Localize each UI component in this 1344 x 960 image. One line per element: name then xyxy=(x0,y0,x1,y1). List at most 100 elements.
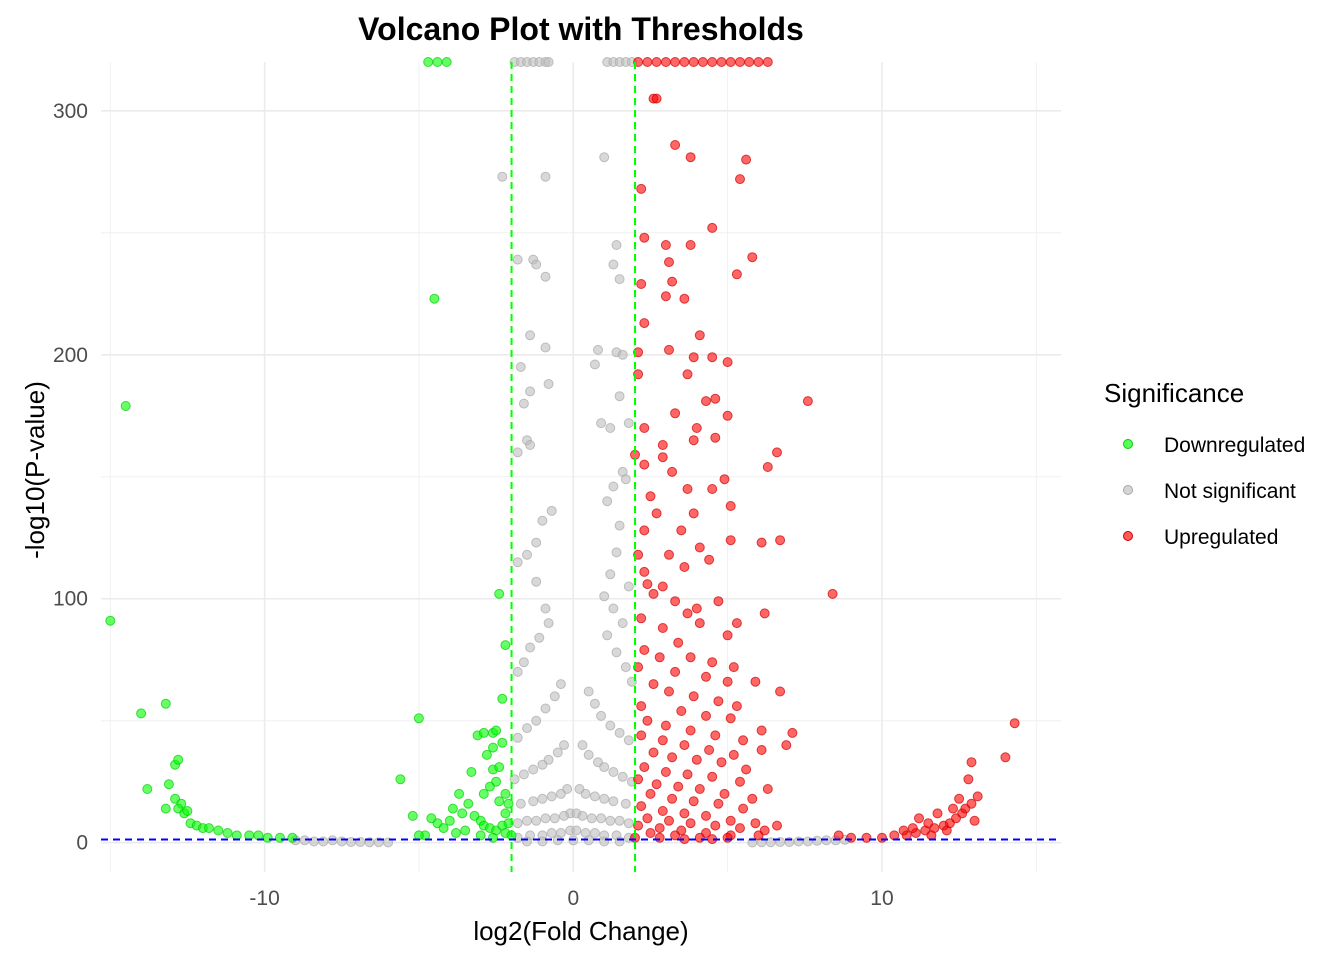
data-point xyxy=(713,696,724,707)
data-point xyxy=(701,396,711,407)
y-tick-label: 200 xyxy=(53,344,88,367)
data-point xyxy=(596,813,607,824)
data-point xyxy=(559,740,569,751)
data-point xyxy=(775,535,786,546)
data-point xyxy=(549,813,560,824)
data-point xyxy=(447,803,458,814)
data-point xyxy=(657,806,668,816)
data-point xyxy=(704,745,715,755)
data-point xyxy=(642,57,653,67)
data-point xyxy=(728,662,739,673)
data-point xyxy=(614,836,625,847)
data-point xyxy=(515,362,526,372)
data-point xyxy=(454,788,465,799)
data-point xyxy=(679,740,690,751)
data-point xyxy=(336,836,347,847)
data-point xyxy=(623,581,634,592)
data-point xyxy=(654,823,665,834)
data-point xyxy=(512,447,523,458)
data-point xyxy=(488,832,498,843)
data-point xyxy=(497,737,508,748)
data-point xyxy=(244,830,255,841)
data-point xyxy=(670,666,681,677)
data-point xyxy=(877,832,887,843)
data-point xyxy=(642,813,653,824)
data-point xyxy=(682,608,693,619)
data-point xyxy=(710,730,721,741)
data-point xyxy=(941,825,952,836)
x-tick-label: 10 xyxy=(870,887,893,910)
data-point xyxy=(747,252,758,263)
data-point xyxy=(423,57,434,67)
data-point xyxy=(744,57,755,67)
data-point xyxy=(639,645,650,655)
data-point xyxy=(728,749,739,760)
data-point xyxy=(660,720,671,731)
data-point xyxy=(120,401,131,411)
data-point xyxy=(651,779,662,790)
data-point xyxy=(645,828,656,838)
data-point xyxy=(679,562,690,572)
data-point xyxy=(670,596,681,607)
data-point xyxy=(614,815,625,826)
data-point xyxy=(605,423,616,433)
data-point xyxy=(309,836,319,847)
data-point xyxy=(688,352,699,363)
data-point xyxy=(654,652,665,663)
data-point xyxy=(639,459,650,470)
data-point xyxy=(722,676,733,687)
data-point xyxy=(753,57,764,67)
data-point xyxy=(620,798,631,809)
data-point xyxy=(667,793,678,804)
data-point xyxy=(636,183,647,194)
data-point xyxy=(707,222,718,233)
data-point xyxy=(531,259,542,270)
y-tick-label: 0 xyxy=(76,832,88,855)
data-point xyxy=(682,484,693,494)
data-point xyxy=(318,836,329,847)
data-point xyxy=(694,832,705,843)
data-point xyxy=(614,520,625,531)
data-point xyxy=(163,779,174,790)
data-point xyxy=(577,740,588,751)
data-point xyxy=(602,496,613,507)
data-point xyxy=(787,727,798,738)
data-point xyxy=(262,832,273,843)
data-point xyxy=(907,823,918,834)
data-point xyxy=(793,836,804,847)
data-point xyxy=(478,788,489,799)
data-point xyxy=(772,447,782,458)
data-point xyxy=(682,369,693,380)
data-point xyxy=(537,836,548,847)
data-point xyxy=(691,423,702,433)
data-point xyxy=(136,708,147,719)
data-point xyxy=(605,815,616,826)
data-point xyxy=(596,418,607,429)
data-point xyxy=(525,386,536,397)
data-point xyxy=(253,830,264,841)
data-point xyxy=(608,796,619,807)
data-point xyxy=(846,832,857,843)
x-tick-label: 0 xyxy=(567,887,579,910)
legend-label-downregulated: Downregulated xyxy=(1164,434,1305,457)
data-point xyxy=(543,618,554,629)
data-point xyxy=(546,791,557,802)
data-point xyxy=(543,379,554,389)
data-point xyxy=(497,693,508,704)
data-point xyxy=(827,588,838,599)
data-point xyxy=(1000,752,1011,763)
data-point xyxy=(623,735,634,746)
data-point xyxy=(528,796,539,807)
series-upregulated xyxy=(630,57,1020,845)
data-point xyxy=(750,676,761,687)
data-point xyxy=(685,240,696,250)
data-point xyxy=(722,832,733,843)
data-point xyxy=(861,832,872,843)
data-point xyxy=(713,798,724,809)
data-point xyxy=(802,836,813,847)
data-point xyxy=(589,359,600,370)
data-point xyxy=(691,603,702,614)
data-point xyxy=(645,788,656,799)
